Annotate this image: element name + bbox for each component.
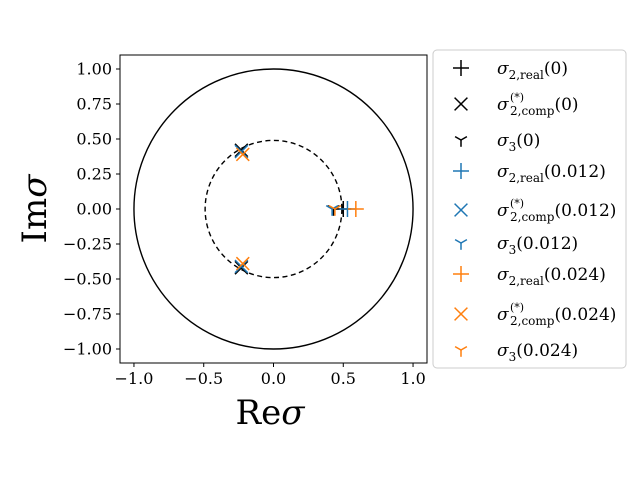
inner-dashed-circle: [204, 139, 343, 279]
legend-marker: [453, 163, 469, 179]
legend-marker: [454, 238, 468, 250]
legend-label: σ2,real(0): [497, 59, 568, 82]
data-point-x-4-0: [234, 144, 249, 159]
legend-item: σ(*) 2,comp(0.012): [454, 197, 616, 224]
legend-item: σ3(0): [454, 131, 540, 154]
y-tick-label: 1.00: [76, 60, 112, 79]
data-point-x-1-1: [234, 260, 249, 275]
legend-marker: [454, 97, 468, 111]
legend-label: σ(*) 2,comp(0): [497, 91, 579, 118]
x-tick-label: −0.5: [184, 369, 223, 388]
x-tick-label: 0.0: [261, 369, 286, 388]
y-axis-label: Imσ: [15, 174, 55, 244]
legend-marker: [453, 60, 469, 76]
data-point-x-7-1: [235, 256, 250, 271]
data-point-x-7-0: [235, 147, 250, 162]
x-tick-label: 0.5: [331, 369, 356, 388]
y-tick-label: −1.00: [63, 340, 112, 359]
y-tick-label: −0.25: [63, 235, 112, 254]
y-tick-label: −0.50: [63, 270, 112, 289]
legend-marker: [453, 266, 469, 282]
unit-circle: [133, 68, 414, 350]
legend-label: σ3(0.024): [497, 341, 578, 364]
legend-label: σ(*) 2,comp(0.024): [497, 301, 616, 328]
data-point-x-4-1: [234, 259, 249, 274]
axes-frame: [119, 54, 428, 364]
legend-label: σ2,real(0.024): [497, 265, 606, 288]
legend-marker: [454, 203, 468, 217]
y-tick-label: 0.25: [76, 165, 112, 184]
legend-marker: [454, 135, 468, 147]
y-tick-label: 0.75: [76, 95, 112, 114]
legend-frame: [432, 49, 627, 369]
legend-label: σ2,real(0.012): [497, 162, 606, 185]
plot-area: [119, 54, 428, 364]
y-tick-label: 0.00: [76, 200, 112, 219]
x-tick-label: −1.0: [115, 369, 154, 388]
legend-item: σ2,real(0.024): [453, 265, 606, 288]
y-tick-label: 0.50: [76, 130, 112, 149]
x-axis-label: Reσ: [236, 393, 306, 433]
legend-label: σ3(0): [497, 131, 540, 154]
legend-item: σ3(0.012): [454, 234, 578, 257]
legend-item: σ2,real(0.012): [453, 162, 606, 185]
legend-marker: [454, 307, 468, 321]
x-tick-label: 1.0: [400, 369, 425, 388]
data-point-x-1-0: [234, 143, 249, 158]
legend-item: σ2,real(0): [453, 59, 568, 82]
y-tick-label: −0.75: [63, 305, 112, 324]
legend-item: σ(*) 2,comp(0.024): [454, 301, 616, 328]
x-axis-ticks: −1.0 −0.5 0.0 0.5 1.0: [115, 363, 426, 388]
legend-item: σ(*) 2,comp(0): [454, 91, 579, 118]
legend-marker: [454, 345, 468, 357]
legend-item: σ3(0.024): [454, 341, 578, 364]
legend-label: σ(*) 2,comp(0.012): [497, 197, 616, 224]
legend-label: σ3(0.012): [497, 234, 578, 257]
data-point-tri_down-8-0: [328, 204, 342, 216]
legend: σ2,real(0) σ(*) 2,comp(0) σ3(0) σ2,real(0.01…: [432, 49, 627, 369]
data-point-plus-6-0: [347, 201, 364, 217]
y-axis-ticks: 1.00 0.75 0.50 0.25 0.00 −0.25 −0.50 −0.75 −1.00: [63, 60, 120, 359]
